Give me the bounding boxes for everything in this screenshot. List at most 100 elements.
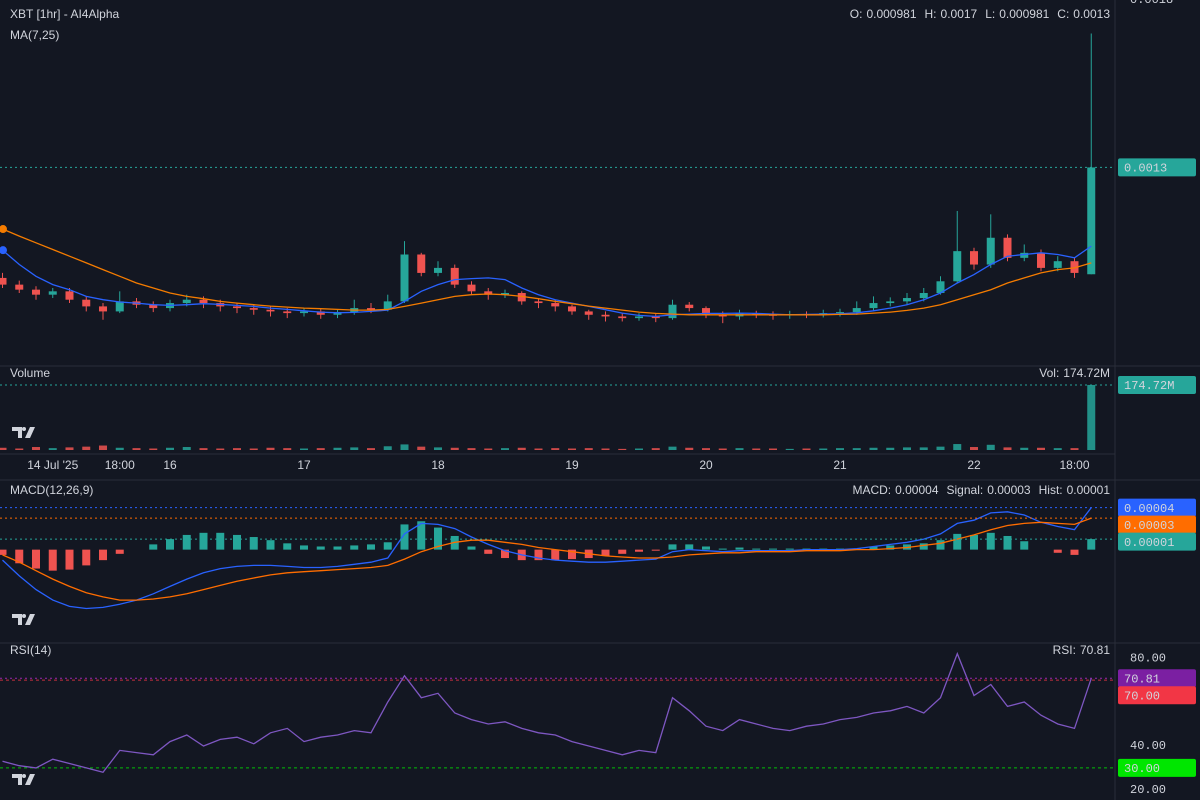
price-label: 30.00 — [1124, 762, 1160, 776]
histogram-bar — [651, 549, 660, 551]
candle-body — [886, 301, 895, 304]
volume-bar — [316, 448, 325, 450]
volume-bar — [216, 448, 225, 450]
candle-body — [115, 301, 124, 312]
price-label-box — [1118, 686, 1196, 705]
candle-body — [266, 309, 275, 312]
volume-bar — [383, 446, 392, 450]
candle-body — [517, 293, 526, 302]
legend-value: 0.000981 — [866, 7, 916, 21]
ma-line — [2, 228, 1092, 316]
volume-bar — [15, 448, 24, 450]
histogram-bar — [149, 544, 158, 550]
candle-body — [32, 289, 40, 295]
histogram-bar — [618, 549, 627, 554]
histogram-bar — [48, 549, 57, 571]
histogram-bar — [769, 548, 777, 550]
candle-body — [182, 299, 191, 304]
x-tick-label: 18:00 — [105, 458, 135, 472]
y-tick-label: 0.0018 — [1130, 0, 1173, 7]
macd-line — [2, 507, 1092, 610]
volume-bar — [182, 447, 191, 450]
x-tick-label: 17 — [297, 458, 311, 472]
volume-bar — [517, 447, 526, 450]
volume-bar — [685, 447, 694, 450]
volume-bar — [501, 448, 509, 450]
legend-label: Vol: — [1039, 366, 1059, 380]
legend-label: L: — [985, 7, 995, 21]
price-label: 70.00 — [1124, 689, 1160, 703]
volume-bar — [199, 448, 208, 450]
histogram-bar — [752, 548, 761, 550]
legend-value: 70.81 — [1080, 643, 1110, 657]
volume-bar — [149, 448, 158, 450]
volume-bar — [283, 448, 292, 450]
candle-body — [300, 311, 308, 314]
candle-body — [953, 251, 962, 282]
candle-body — [651, 316, 660, 319]
candle-body — [936, 281, 945, 294]
ma-marker — [0, 225, 7, 234]
candle-body — [316, 311, 325, 315]
candle-body — [601, 314, 610, 317]
volume-bar — [367, 448, 375, 450]
histogram-bar — [668, 544, 677, 550]
volume-bar — [65, 447, 74, 450]
candle-body — [400, 254, 409, 302]
logo — [12, 774, 35, 785]
candle-body — [149, 304, 158, 309]
candle-body — [551, 303, 560, 307]
candle-body — [99, 306, 107, 312]
x-tick-label: 14 Jul '25 — [27, 458, 78, 472]
histogram-bar — [1053, 549, 1062, 553]
volume-bar — [886, 447, 895, 450]
candle-body — [534, 301, 543, 304]
price-label-box — [1118, 515, 1196, 534]
price-label: 70.81 — [1124, 672, 1160, 686]
candle-body — [367, 308, 375, 310]
y-tick-label: 40.00 — [1130, 739, 1166, 753]
histogram-bar — [1003, 535, 1012, 550]
logo — [12, 614, 35, 625]
volume-bar — [635, 448, 643, 450]
histogram-bar — [1070, 549, 1079, 555]
legend-label: Signal: — [947, 483, 984, 497]
signal-line — [2, 517, 1092, 601]
volume-bar — [484, 448, 493, 450]
volume-bar — [132, 448, 141, 450]
x-tick-label: 19 — [565, 458, 579, 472]
indicator-label: MA(7,25) — [10, 28, 59, 42]
legend-value: 0.0013 — [1073, 7, 1110, 21]
candle-body — [484, 291, 493, 295]
histogram-bar — [166, 539, 174, 550]
volume-bar — [266, 447, 275, 450]
price-label-box — [1118, 375, 1196, 394]
volume-bar — [350, 447, 359, 450]
histogram-bar — [216, 532, 225, 550]
volume-bar — [1053, 448, 1062, 450]
legend-value: 174.72M — [1063, 366, 1110, 380]
volume-bar — [785, 448, 794, 450]
volume-bar — [115, 447, 124, 450]
volume-bar — [400, 444, 409, 450]
histogram-bar — [300, 545, 308, 550]
pane-title: RSI(14) — [10, 643, 51, 657]
candle-body — [1037, 252, 1045, 268]
candle-body — [970, 251, 978, 265]
candle-body — [48, 291, 57, 295]
legend-label: C: — [1057, 7, 1069, 21]
legend-value: 0.00003 — [987, 483, 1031, 497]
candle-body — [1087, 167, 1096, 275]
volume-bar — [0, 447, 7, 450]
legend-label: O: — [850, 7, 863, 21]
x-tick-label: 16 — [163, 458, 177, 472]
volume-bar — [601, 448, 610, 450]
volume-bar — [48, 448, 57, 450]
volume-bar — [735, 448, 744, 450]
candle-body — [383, 301, 392, 310]
candle-body — [836, 312, 844, 314]
legend-value: 0.0017 — [941, 7, 978, 21]
logo — [12, 427, 35, 438]
histogram-bar — [316, 546, 325, 550]
